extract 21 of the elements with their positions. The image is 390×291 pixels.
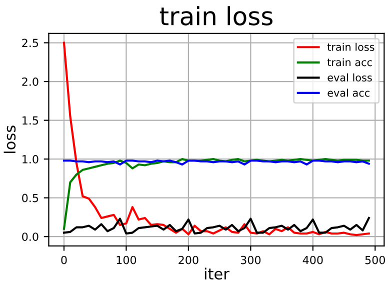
y-axis-title: loss: [4, 126, 16, 153]
y-tick-label: 2.0: [22, 78, 38, 86]
line-series: [62, 216, 370, 235]
x-tick-label: 500: [365, 256, 385, 264]
y-tick-label: 0.0: [22, 232, 38, 241]
x-tick-label: 100: [116, 256, 136, 264]
y-tick-label: 1.0: [22, 155, 38, 164]
y-tick-label: 1.5: [22, 116, 38, 125]
legend-label: train loss: [327, 42, 374, 51]
y-tick-label: 0.5: [22, 194, 38, 202]
y-tick-label: 2.5: [22, 38, 38, 48]
legend-label: eval loss: [328, 73, 372, 82]
line-series: [62, 158, 370, 230]
legend-label: train acc: [327, 58, 372, 66]
x-axis-title: iter: [204, 268, 230, 280]
legend-label: eval acc: [328, 88, 370, 97]
x-tick-label: 300: [240, 256, 261, 264]
x-tick-label: 0: [61, 256, 67, 264]
chart-title: train loss: [160, 6, 272, 26]
x-tick-label: 400: [302, 256, 323, 264]
x-tick-label: 200: [178, 256, 198, 264]
